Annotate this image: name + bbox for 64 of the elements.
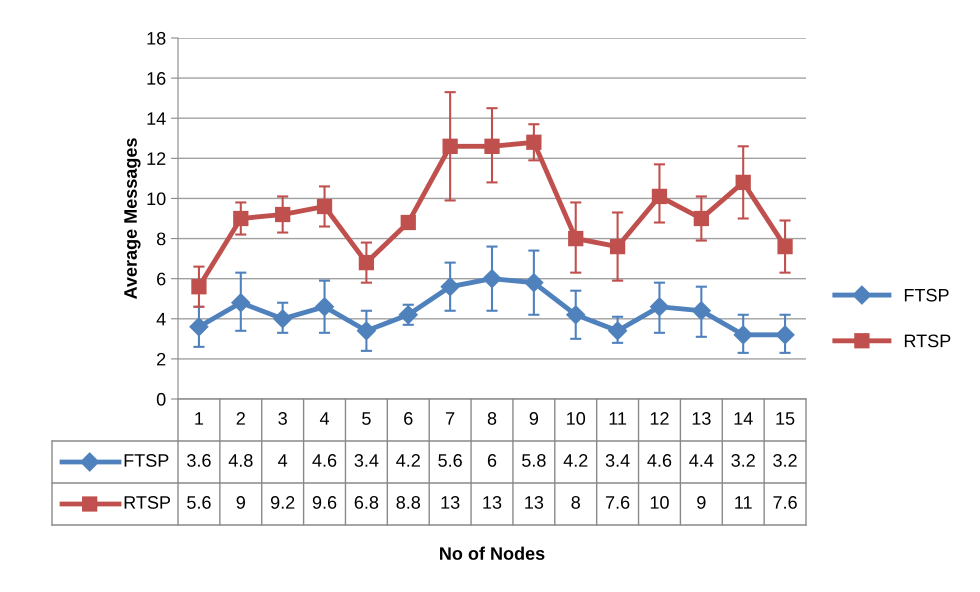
y-tick-label: 2: [157, 352, 166, 366]
y-tick-label: 4: [156, 312, 166, 326]
y-tick-label: 12: [147, 152, 166, 165]
text: FTSP: [124, 454, 168, 467]
data-label: 4.2: [396, 454, 420, 467]
x-tick-label: 14: [734, 412, 753, 425]
data-label: 3.4: [606, 454, 630, 467]
data-label: 3.2: [773, 454, 797, 467]
data-label: 13: [525, 496, 544, 509]
data-label: 9.2: [270, 496, 294, 509]
y-axis-title: Average Messages: [124, 138, 141, 300]
x-tick-label: 15: [776, 412, 794, 425]
data-label: 3.6: [187, 454, 211, 467]
legend-label: RTSP: [904, 334, 950, 348]
point: [442, 138, 458, 154]
data-label: 9.6: [312, 496, 336, 509]
data-label: 13: [483, 496, 502, 509]
data-label: 9: [697, 496, 706, 509]
data-label: 7.6: [773, 496, 797, 509]
x-tick-label: 9: [530, 412, 538, 425]
text: RTSP: [124, 496, 170, 509]
y-tick-label: 18: [147, 32, 166, 45]
data-label: 8: [571, 496, 580, 509]
data-label: 4: [278, 454, 288, 467]
data-label: 4.6: [647, 454, 672, 467]
y-tick-label: 16: [147, 72, 166, 85]
data-label: 4.2: [564, 454, 588, 467]
x-tick-label: 4: [320, 412, 330, 425]
legend-label: FTSP: [904, 288, 949, 302]
y-tick-label: 10: [147, 192, 166, 206]
data-label: 5.6: [438, 454, 462, 467]
data-label: 10: [650, 496, 669, 509]
x-tick-label: 8: [488, 412, 496, 425]
data-label: 3.2: [731, 454, 755, 467]
point: [526, 134, 542, 150]
x-tick-label: 7: [446, 412, 454, 425]
y-tick-label: 0: [156, 392, 166, 406]
x-tick-label: 1: [195, 412, 204, 425]
data-label: 5.6: [187, 496, 211, 509]
x-tick-label: 3: [278, 412, 287, 425]
data-label: 8.8: [396, 496, 420, 509]
y-tick-label: 14: [147, 112, 166, 125]
data-label: 7.6: [606, 496, 630, 509]
x-tick-label: 6: [404, 412, 412, 425]
data-label: 4.8: [228, 454, 253, 467]
data-label: 11: [735, 496, 752, 509]
data-label: 5.8: [522, 454, 546, 467]
y-tick-label: 8: [156, 232, 166, 246]
x-tick-label: 10: [567, 412, 586, 425]
data-label: 9: [236, 496, 245, 509]
x-tick-label: 2: [236, 412, 245, 425]
x-tick-label: 13: [692, 412, 711, 425]
y-tick-label: 6: [157, 272, 166, 286]
data-label: 3.4: [354, 454, 378, 467]
data-label: 13: [441, 496, 460, 509]
point: [400, 214, 416, 230]
x-tick-label: 5: [362, 412, 371, 425]
data-label: 6: [488, 454, 496, 467]
data-label: 4.6: [312, 454, 336, 467]
data-label: 6.8: [354, 496, 378, 509]
text: No of Nodes: [440, 546, 544, 560]
data-label: 4.4: [689, 454, 714, 467]
x-tick-label: 11: [610, 412, 626, 425]
x-tick-label: 12: [650, 412, 669, 425]
